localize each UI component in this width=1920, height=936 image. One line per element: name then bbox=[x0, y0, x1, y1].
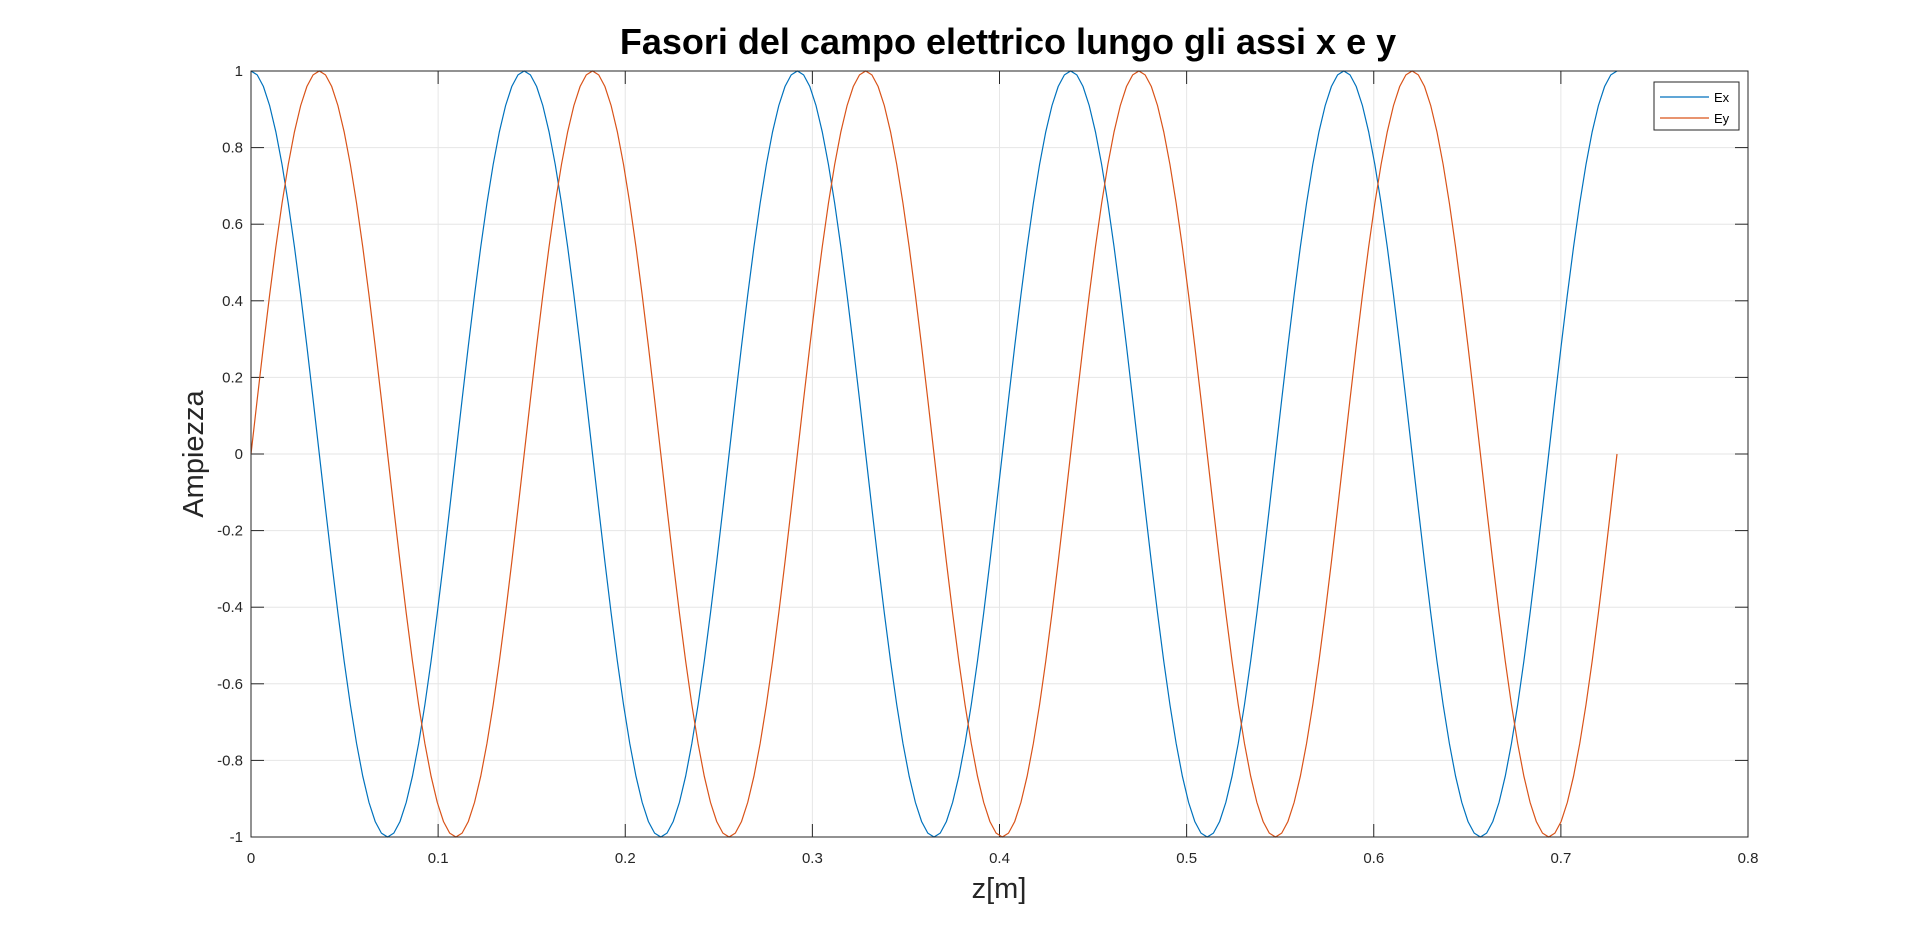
y-tick-label: -1 bbox=[230, 829, 243, 846]
y-tick-label: 0.2 bbox=[222, 369, 243, 386]
series-line-ey bbox=[250, 70, 1618, 838]
x-tick-label: 0.7 bbox=[1550, 850, 1571, 867]
y-tick-label: -0.6 bbox=[217, 676, 243, 693]
x-axis-label: z[m] bbox=[972, 873, 1027, 905]
x-tick-label: 0.6 bbox=[1363, 850, 1384, 867]
plot-frame bbox=[250, 70, 1749, 838]
y-tick-label: -0.4 bbox=[217, 599, 243, 616]
x-tick-label: 0.3 bbox=[802, 850, 823, 867]
legend-entries: Ex Ey bbox=[1660, 90, 1730, 126]
x-tick-label: 0.5 bbox=[1176, 850, 1197, 867]
x-tick-label: 0.1 bbox=[428, 850, 449, 867]
y-tick-label: 0.6 bbox=[222, 216, 243, 233]
legend-label-ex: Ex bbox=[1714, 90, 1730, 105]
y-tick-label: 0 bbox=[235, 446, 243, 463]
x-tick-label: 0.8 bbox=[1738, 850, 1759, 867]
y-tick-label: 0.4 bbox=[222, 293, 243, 310]
x-tick-label: 0.2 bbox=[615, 850, 636, 867]
x-tick-label: 0.4 bbox=[989, 850, 1010, 867]
x-tick-label: 0 bbox=[247, 850, 255, 867]
plot-area bbox=[250, 70, 1749, 838]
legend-box bbox=[1653, 81, 1740, 131]
y-axis-label: Ampiezza bbox=[178, 389, 210, 517]
y-tick-label: 1 bbox=[235, 63, 243, 80]
chart-title: Fasori del campo elettrico lungo gli ass… bbox=[620, 21, 1396, 62]
legend-label-ey: Ey bbox=[1714, 111, 1730, 126]
y-tick-label: 0.8 bbox=[222, 140, 243, 157]
x-tick-labels: 0 0.1 0.2 0.3 0.4 0.5 0.6 0.7 0.8 bbox=[247, 850, 1759, 867]
y-tick-labels: 1 0.8 0.6 0.4 0.2 0 -0.2 -0.4 -0.6 -0.8 -1 bbox=[217, 63, 243, 846]
y-tick-label: -0.8 bbox=[217, 752, 243, 769]
y-tick-label: -0.2 bbox=[217, 523, 243, 540]
legend: Ex Ey bbox=[1653, 81, 1740, 131]
